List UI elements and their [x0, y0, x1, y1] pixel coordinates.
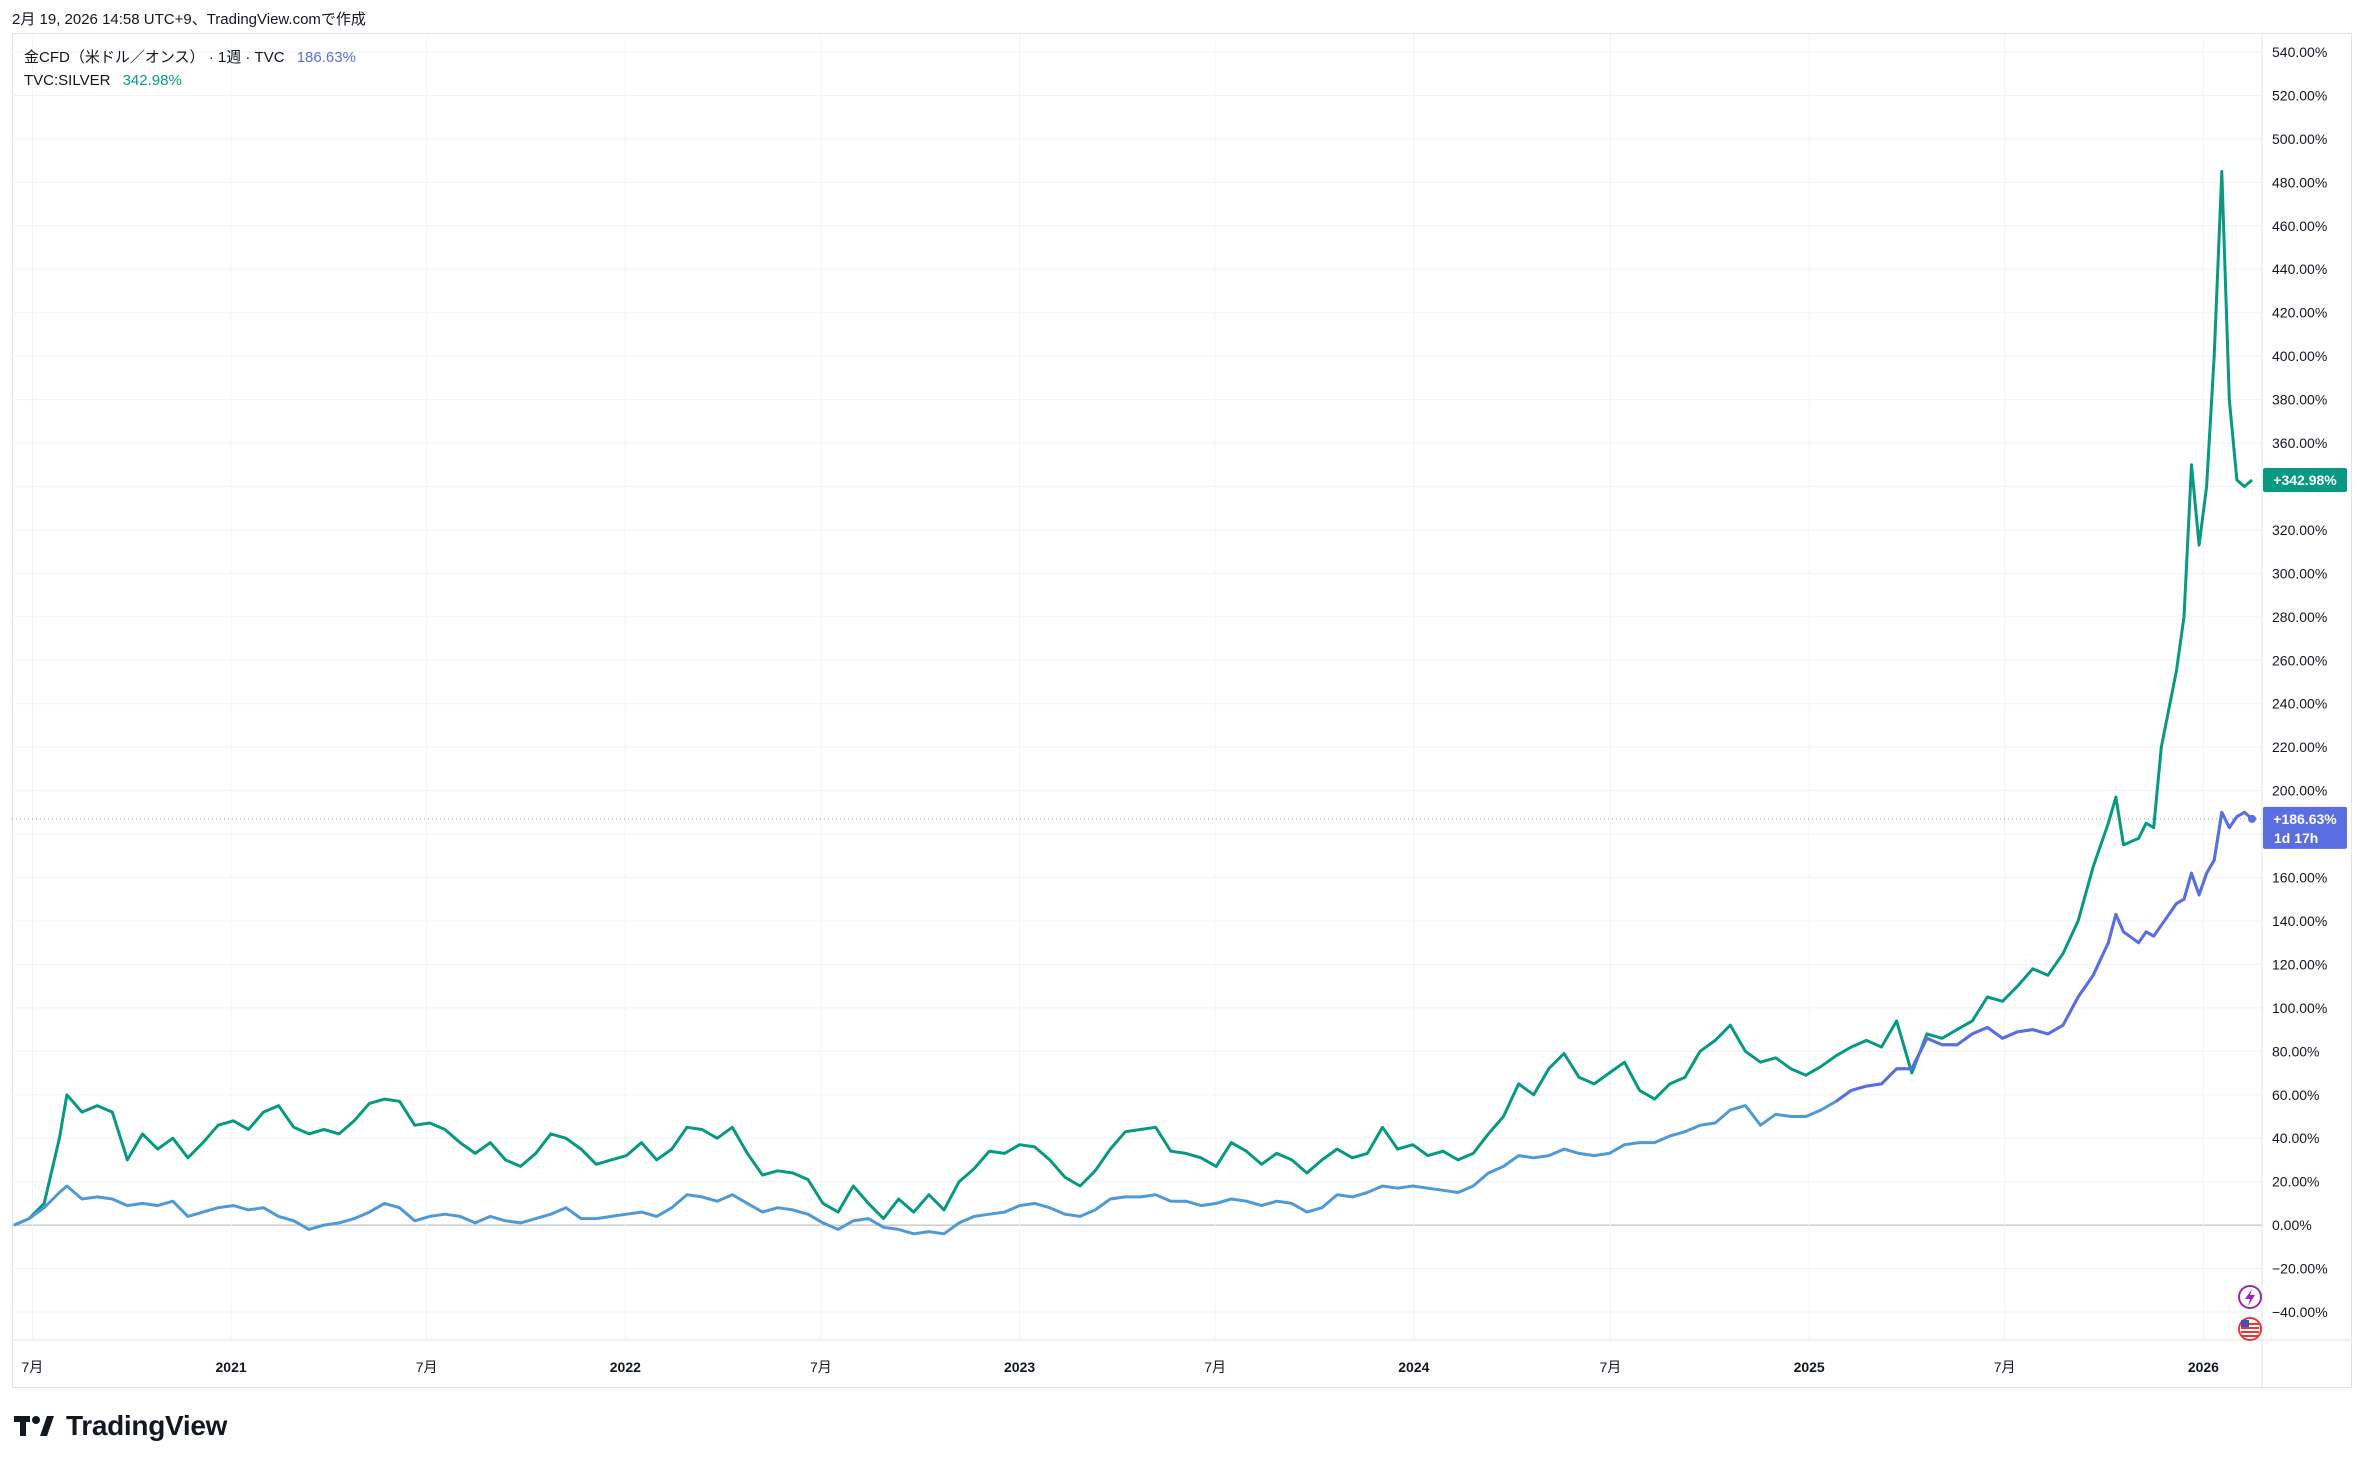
chart-caption: 2月 19, 2026 14:58 UTC+9、TradingView.comで… — [12, 11, 366, 28]
x-tick-label: 2023 — [1004, 1359, 1035, 1375]
gold-price-tag[interactable] — [2263, 806, 2347, 849]
y-tick-label: 540.00% — [2272, 44, 2327, 60]
y-tick-label: 40.00% — [2272, 1130, 2319, 1146]
y-tick-label: 80.00% — [2272, 1043, 2319, 1059]
y-tick-label: 500.00% — [2272, 131, 2327, 147]
tradingview-logo-icon — [14, 1416, 54, 1436]
legend-compare-value: 342.98% — [122, 72, 182, 89]
x-tick-label: 2021 — [216, 1359, 247, 1375]
x-tick-label: 7月 — [416, 1359, 438, 1375]
gold-series-line-recent[interactable] — [1835, 810, 2253, 1103]
y-tick-label: 0.00% — [2272, 1217, 2312, 1233]
chart-legend: 金CFD（米ドル／オンス） · 1週 · TVC 186.63% TVC:SIL… — [24, 46, 356, 92]
y-tick-label: 140.00% — [2272, 913, 2327, 929]
legend-main-row[interactable]: 金CFD（米ドル／オンス） · 1週 · TVC 186.63% — [24, 46, 356, 69]
y-tick-label: 380.00% — [2272, 392, 2327, 408]
flag-canton — [2241, 1320, 2249, 1327]
x-tick-label: 7月 — [810, 1359, 832, 1375]
y-tick-label: 420.00% — [2272, 305, 2327, 321]
chart-frame — [12, 33, 2352, 1388]
silver-price-tag[interactable] — [2263, 467, 2347, 492]
y-tick-label: 480.00% — [2272, 174, 2327, 190]
y-tick-label: −20.00% — [2272, 1261, 2328, 1277]
y-tick-label: −40.00% — [2272, 1304, 2328, 1320]
y-tick-label: 60.00% — [2272, 1087, 2319, 1103]
brand-name: TradingView — [66, 1410, 228, 1441]
y-tick-label: 520.00% — [2272, 87, 2327, 103]
x-tick-label: 7月 — [1204, 1359, 1226, 1375]
x-tick-label: 2022 — [610, 1359, 641, 1375]
tradingview-brand[interactable]: TradingView — [14, 1410, 227, 1442]
gold-price-tag-label: +186.63% — [2273, 811, 2337, 827]
y-tick-label: 100.00% — [2272, 1000, 2327, 1016]
x-tick-label: 2024 — [1398, 1359, 1429, 1375]
y-tick-label: 200.00% — [2272, 783, 2327, 799]
y-tick-label: 20.00% — [2272, 1174, 2319, 1190]
x-tick-label: 2025 — [1794, 1359, 1825, 1375]
y-tick-label: 300.00% — [2272, 565, 2327, 581]
y-tick-label: 440.00% — [2272, 261, 2327, 277]
chart-plot[interactable]: 540.00% 520.00% 500.00% 480.00% 460.00% 440.0… — [0, 0, 2364, 1400]
y-tick-label: 360.00% — [2272, 435, 2327, 451]
gold-last-point — [2248, 814, 2256, 823]
y-tick-label: 260.00% — [2272, 652, 2327, 668]
lightning-glyph — [2245, 1289, 2255, 1306]
y-tick-label: 220.00% — [2272, 739, 2327, 755]
y-tick-label: 460.00% — [2272, 218, 2327, 234]
y-tick-label: 160.00% — [2272, 870, 2327, 886]
legend-main-value: 186.63% — [296, 49, 356, 66]
x-tick-label: 7月 — [21, 1359, 43, 1375]
x-tick-label: 7月 — [1994, 1359, 2016, 1375]
y-tick-label: 120.00% — [2272, 956, 2327, 972]
gold-series-line[interactable] — [13, 810, 2253, 1236]
y-tick-label: 320.00% — [2272, 522, 2327, 538]
x-tick-label: 2026 — [2188, 1359, 2219, 1375]
silver-price-tag-label: +342.98% — [2273, 472, 2337, 488]
silver-series-line[interactable] — [13, 170, 2253, 1227]
y-tick-label: 280.00% — [2272, 609, 2327, 625]
y-tick-label: 240.00% — [2272, 696, 2327, 712]
legend-compare-row[interactable]: TVC:SILVER 342.98% — [24, 69, 356, 92]
legend-compare-series: TVC:SILVER — [24, 72, 111, 89]
legend-main-series: 金CFD（米ドル／オンス） · 1週 · TVC — [24, 49, 285, 66]
x-tick-label: 7月 — [1600, 1359, 1622, 1375]
gold-countdown-label: 1d 17h — [2274, 830, 2318, 846]
y-tick-label: 400.00% — [2272, 348, 2327, 364]
